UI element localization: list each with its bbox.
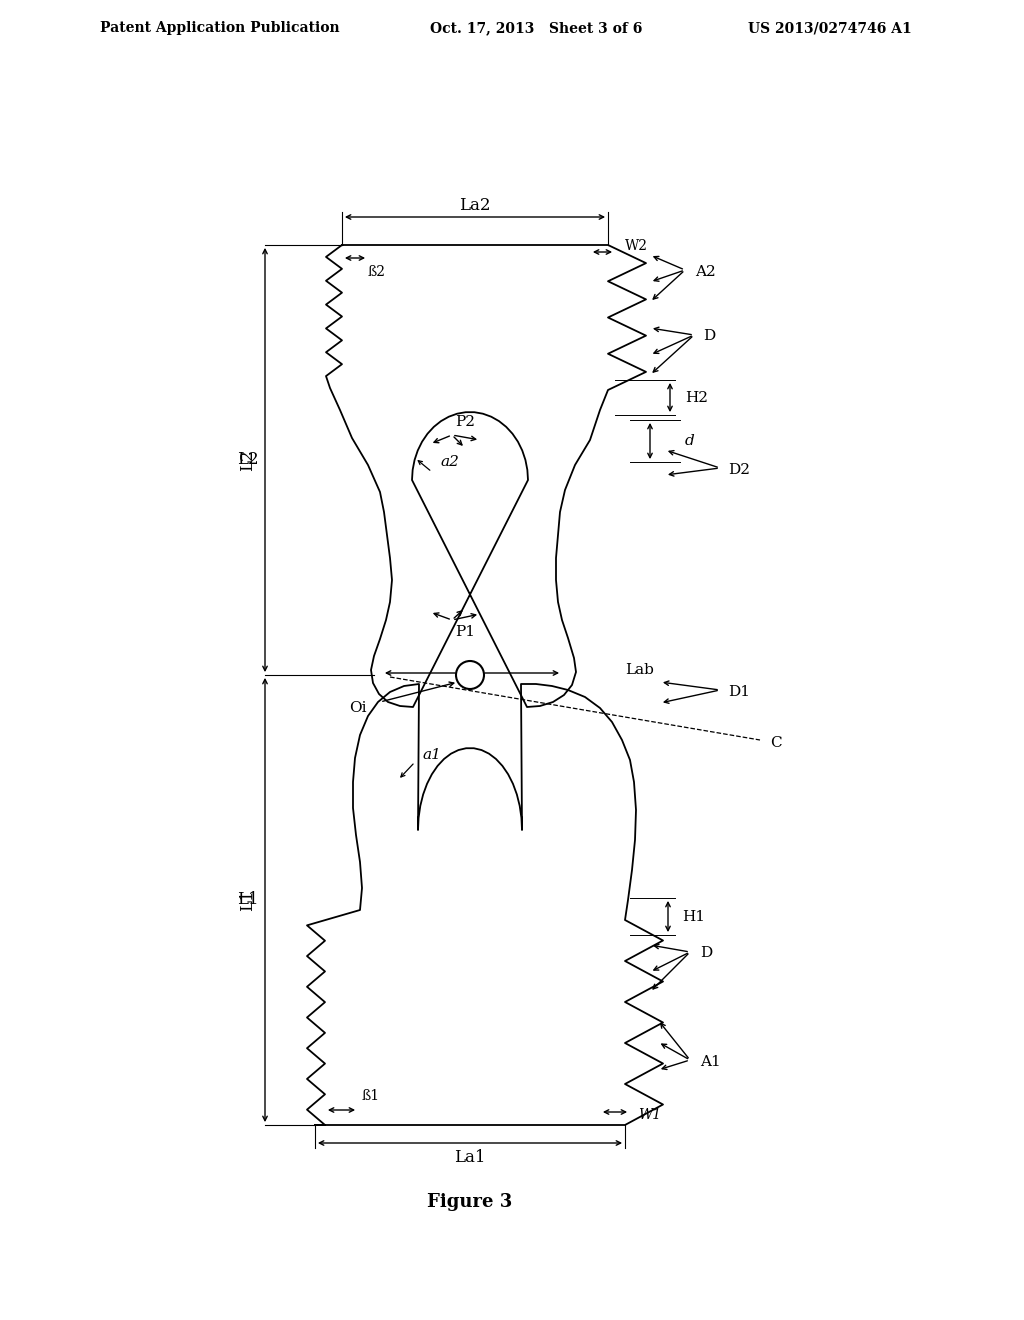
Text: L1: L1: [238, 891, 259, 908]
Text: C: C: [770, 737, 781, 750]
Text: ß1: ß1: [362, 1089, 380, 1104]
Circle shape: [456, 661, 484, 689]
Text: US 2013/0274746 A1: US 2013/0274746 A1: [748, 21, 911, 36]
Text: Oct. 17, 2013   Sheet 3 of 6: Oct. 17, 2013 Sheet 3 of 6: [430, 21, 642, 36]
Text: D: D: [700, 946, 713, 960]
Text: W2: W2: [625, 239, 648, 253]
Text: Figure 3: Figure 3: [427, 1193, 513, 1210]
Text: A1: A1: [700, 1055, 721, 1069]
Text: d: d: [685, 434, 694, 447]
Text: D1: D1: [728, 685, 750, 700]
Text: La2: La2: [459, 197, 490, 214]
Text: D: D: [703, 329, 715, 343]
Text: La1: La1: [455, 1148, 485, 1166]
Text: L2: L2: [240, 449, 256, 471]
Text: W1: W1: [638, 1107, 662, 1122]
Polygon shape: [326, 246, 646, 708]
Text: a2: a2: [440, 455, 459, 469]
Text: ß2: ß2: [368, 265, 386, 279]
Text: Patent Application Publication: Patent Application Publication: [100, 21, 340, 36]
Text: H2: H2: [685, 391, 708, 405]
Text: L1: L1: [240, 890, 256, 911]
Text: P1: P1: [455, 624, 475, 639]
Text: P2: P2: [455, 414, 475, 429]
Text: Lab: Lab: [625, 663, 654, 677]
Text: D2: D2: [728, 463, 750, 477]
Text: Oi: Oi: [349, 701, 367, 715]
Text: A2: A2: [695, 265, 716, 279]
Polygon shape: [307, 684, 663, 1125]
Text: H1: H1: [682, 909, 705, 924]
Text: L2: L2: [238, 451, 259, 469]
Text: a1: a1: [422, 748, 441, 762]
